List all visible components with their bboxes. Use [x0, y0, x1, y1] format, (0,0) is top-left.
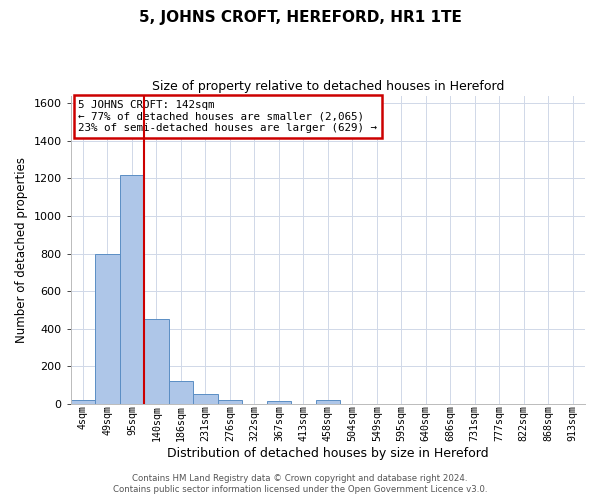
Y-axis label: Number of detached properties: Number of detached properties	[15, 157, 28, 343]
Text: Contains HM Land Registry data © Crown copyright and database right 2024.
Contai: Contains HM Land Registry data © Crown c…	[113, 474, 487, 494]
Bar	[144, 320, 169, 404]
Bar	[169, 382, 193, 404]
Bar	[218, 400, 242, 404]
Bar	[266, 401, 291, 404]
Bar	[119, 174, 144, 404]
Text: 5 JOHNS CROFT: 142sqm
← 77% of detached houses are smaller (2,065)
23% of semi-d: 5 JOHNS CROFT: 142sqm ← 77% of detached …	[79, 100, 377, 134]
Bar	[316, 400, 340, 404]
Text: 5, JOHNS CROFT, HEREFORD, HR1 1TE: 5, JOHNS CROFT, HEREFORD, HR1 1TE	[139, 10, 461, 25]
Title: Size of property relative to detached houses in Hereford: Size of property relative to detached ho…	[152, 80, 504, 93]
Bar	[95, 254, 119, 404]
Bar	[193, 394, 218, 404]
X-axis label: Distribution of detached houses by size in Hereford: Distribution of detached houses by size …	[167, 447, 488, 460]
Bar	[71, 400, 95, 404]
